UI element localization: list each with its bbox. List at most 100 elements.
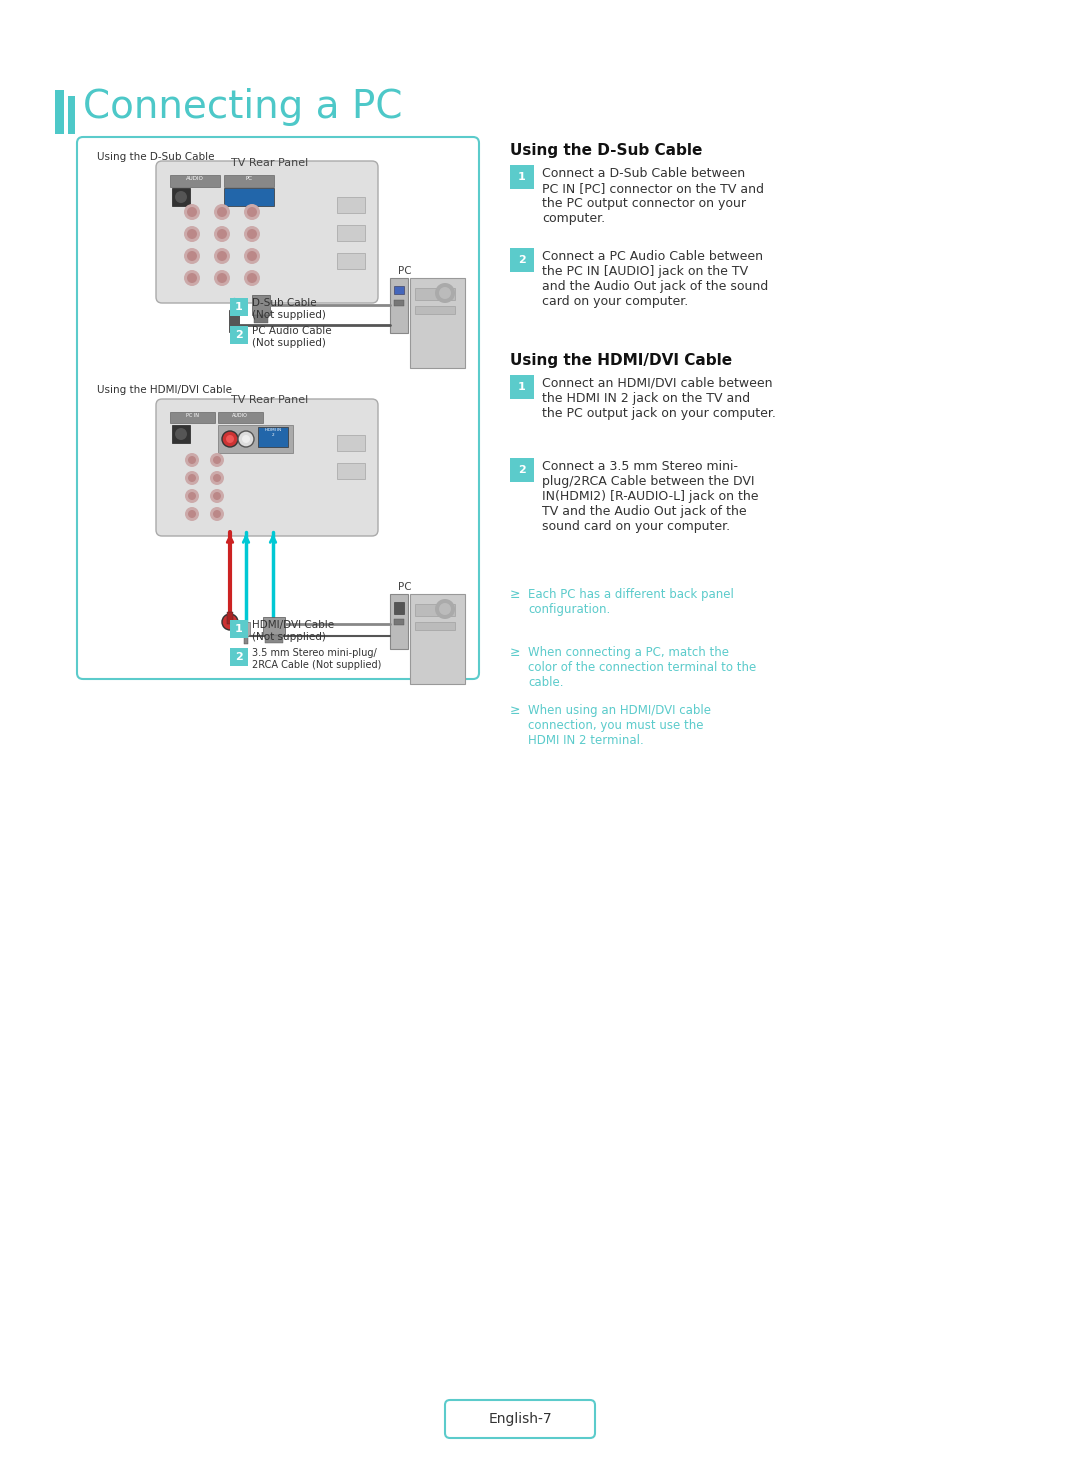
Text: 2: 2 (518, 465, 526, 476)
Text: English-7: English-7 (488, 1412, 552, 1426)
Ellipse shape (188, 456, 195, 464)
Ellipse shape (187, 230, 197, 239)
Text: PC Audio Cable
(Not supplied): PC Audio Cable (Not supplied) (252, 326, 332, 348)
Ellipse shape (213, 474, 221, 482)
Text: HDMI IN
2: HDMI IN 2 (265, 428, 281, 437)
Ellipse shape (188, 510, 195, 519)
Ellipse shape (438, 603, 451, 615)
Ellipse shape (226, 436, 234, 443)
Ellipse shape (187, 250, 197, 261)
Ellipse shape (210, 507, 224, 522)
Bar (170, 412, 215, 422)
Bar (510, 165, 534, 190)
Ellipse shape (184, 270, 200, 286)
Ellipse shape (214, 247, 230, 264)
Text: PC: PC (399, 582, 411, 591)
Ellipse shape (217, 250, 227, 261)
Ellipse shape (175, 428, 187, 440)
Bar (68, 96, 75, 133)
Text: 2: 2 (518, 255, 526, 265)
Bar (218, 425, 293, 453)
Bar (55, 90, 64, 133)
Text: Connect an HDMI/DVI cable between
the HDMI IN 2 jack on the TV and
the PC output: Connect an HDMI/DVI cable between the HD… (542, 376, 775, 419)
Text: Connect a D-Sub Cable between
PC IN [PC] connector on the TV and
the PC output c: Connect a D-Sub Cable between PC IN [PC]… (542, 167, 764, 225)
Ellipse shape (187, 273, 197, 283)
Text: ≥: ≥ (510, 588, 521, 602)
Text: Using the D-Sub Cable: Using the D-Sub Cable (97, 153, 215, 162)
Ellipse shape (244, 270, 260, 286)
Ellipse shape (247, 250, 257, 261)
Bar (394, 299, 404, 305)
Text: 1: 1 (518, 172, 526, 182)
Ellipse shape (213, 456, 221, 464)
Bar (510, 458, 534, 482)
Ellipse shape (214, 205, 230, 219)
FancyBboxPatch shape (77, 136, 480, 679)
Bar (410, 279, 465, 368)
Text: ≥: ≥ (510, 646, 521, 659)
Text: Using the D-Sub Cable: Using the D-Sub Cable (510, 142, 702, 159)
Text: Each PC has a different back panel
configuration.: Each PC has a different back panel confi… (528, 588, 734, 617)
Bar (394, 602, 404, 614)
Bar (230, 298, 248, 316)
Text: Connect a PC Audio Cable between
the PC IN [AUDIO] jack on the TV
and the Audio : Connect a PC Audio Cable between the PC … (542, 250, 768, 308)
Bar (390, 594, 408, 649)
Ellipse shape (175, 191, 187, 203)
Ellipse shape (244, 225, 260, 242)
Bar (337, 253, 365, 270)
Ellipse shape (244, 205, 260, 219)
Bar (230, 648, 248, 665)
Ellipse shape (187, 207, 197, 216)
Bar (242, 622, 249, 636)
Text: 1: 1 (518, 382, 526, 393)
Bar (227, 612, 233, 624)
Ellipse shape (214, 270, 230, 286)
Ellipse shape (435, 283, 455, 302)
Ellipse shape (188, 492, 195, 499)
Ellipse shape (222, 431, 238, 448)
Bar (415, 605, 455, 617)
Ellipse shape (213, 492, 221, 499)
Text: 3.5 mm Stereo mini-plug/
2RCA Cable (Not supplied): 3.5 mm Stereo mini-plug/ 2RCA Cable (Not… (252, 648, 381, 670)
Ellipse shape (188, 474, 195, 482)
Bar (230, 326, 248, 344)
Ellipse shape (214, 225, 230, 242)
Bar (510, 247, 534, 273)
Ellipse shape (242, 436, 249, 443)
Text: Using the HDMI/DVI Cable: Using the HDMI/DVI Cable (97, 385, 232, 396)
Bar (264, 617, 285, 634)
Bar (170, 175, 220, 187)
Ellipse shape (185, 507, 199, 522)
Text: Connecting a PC: Connecting a PC (83, 87, 403, 126)
Ellipse shape (238, 431, 254, 448)
Ellipse shape (247, 273, 257, 283)
Text: 2: 2 (235, 652, 243, 662)
Ellipse shape (184, 247, 200, 264)
Bar (172, 425, 190, 443)
Bar (410, 594, 465, 685)
Bar (394, 619, 404, 625)
Bar (172, 188, 190, 206)
Bar (337, 462, 365, 479)
Ellipse shape (213, 510, 221, 519)
Ellipse shape (210, 453, 224, 467)
Ellipse shape (222, 614, 238, 630)
Bar (231, 332, 237, 339)
Ellipse shape (185, 489, 199, 502)
Bar (258, 427, 288, 448)
Bar (224, 175, 274, 187)
Ellipse shape (435, 599, 455, 619)
Ellipse shape (244, 247, 260, 264)
Ellipse shape (184, 205, 200, 219)
Text: 2: 2 (235, 330, 243, 339)
Ellipse shape (217, 207, 227, 216)
Bar (415, 305, 455, 314)
Bar (337, 197, 365, 213)
Bar (390, 279, 408, 333)
Ellipse shape (184, 225, 200, 242)
Ellipse shape (247, 207, 257, 216)
FancyBboxPatch shape (156, 162, 378, 302)
Ellipse shape (185, 471, 199, 485)
Bar (230, 619, 248, 637)
Bar (337, 436, 365, 451)
